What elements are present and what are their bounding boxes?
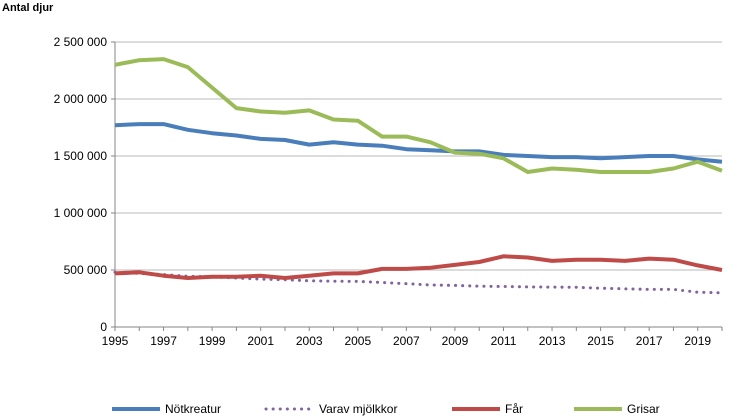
y-tick-label: 1 500 000 [54,149,108,163]
x-tick-label: 1997 [150,334,177,348]
x-tick-label: 2009 [442,334,469,348]
x-axis: 1995 1997 1999 2001 2003 2005 2007 2009 2011 2013… [102,42,723,348]
x-tick-label: 2005 [344,334,371,348]
x-tick-label: 2011 [491,334,517,348]
y-axis-title: Antal djur [2,2,54,14]
y-tick-label: 1 000 000 [54,206,108,220]
series-line [114,57,723,174]
y-axis-ticks: 0 500 000 1 000 000 1 500 000 2 000 000 2 500… [54,35,115,334]
legend-label: Får [505,402,523,416]
x-tick-label: 2013 [539,334,566,348]
x-tick-label: 2003 [296,334,323,348]
x-tick-label: 2007 [393,334,420,348]
series-line [114,122,723,164]
x-tick-label: 2017 [636,334,663,348]
legend: Nötkreatur Varav mjölkkor Får Grisar [112,402,660,416]
x-tick-label: 1995 [102,334,129,348]
series-lines [113,57,724,295]
x-tick-label: 2019 [684,334,711,348]
y-tick-label: 2 500 000 [54,35,108,49]
x-tick-label: 1999 [199,334,226,348]
y-tick-label: 2 000 000 [54,92,108,106]
gridlines [115,41,722,271]
x-tick-label: 2015 [587,334,614,348]
x-tick-label: 2001 [247,334,274,348]
legend-label: Grisar [627,402,660,416]
series-line [114,254,723,280]
legend-label: Nötkreatur [165,402,221,416]
y-tick-label: 0 [100,320,107,334]
y-tick-label: 500 000 [64,263,108,277]
legend-label: Varav mjölkkor [319,402,397,416]
